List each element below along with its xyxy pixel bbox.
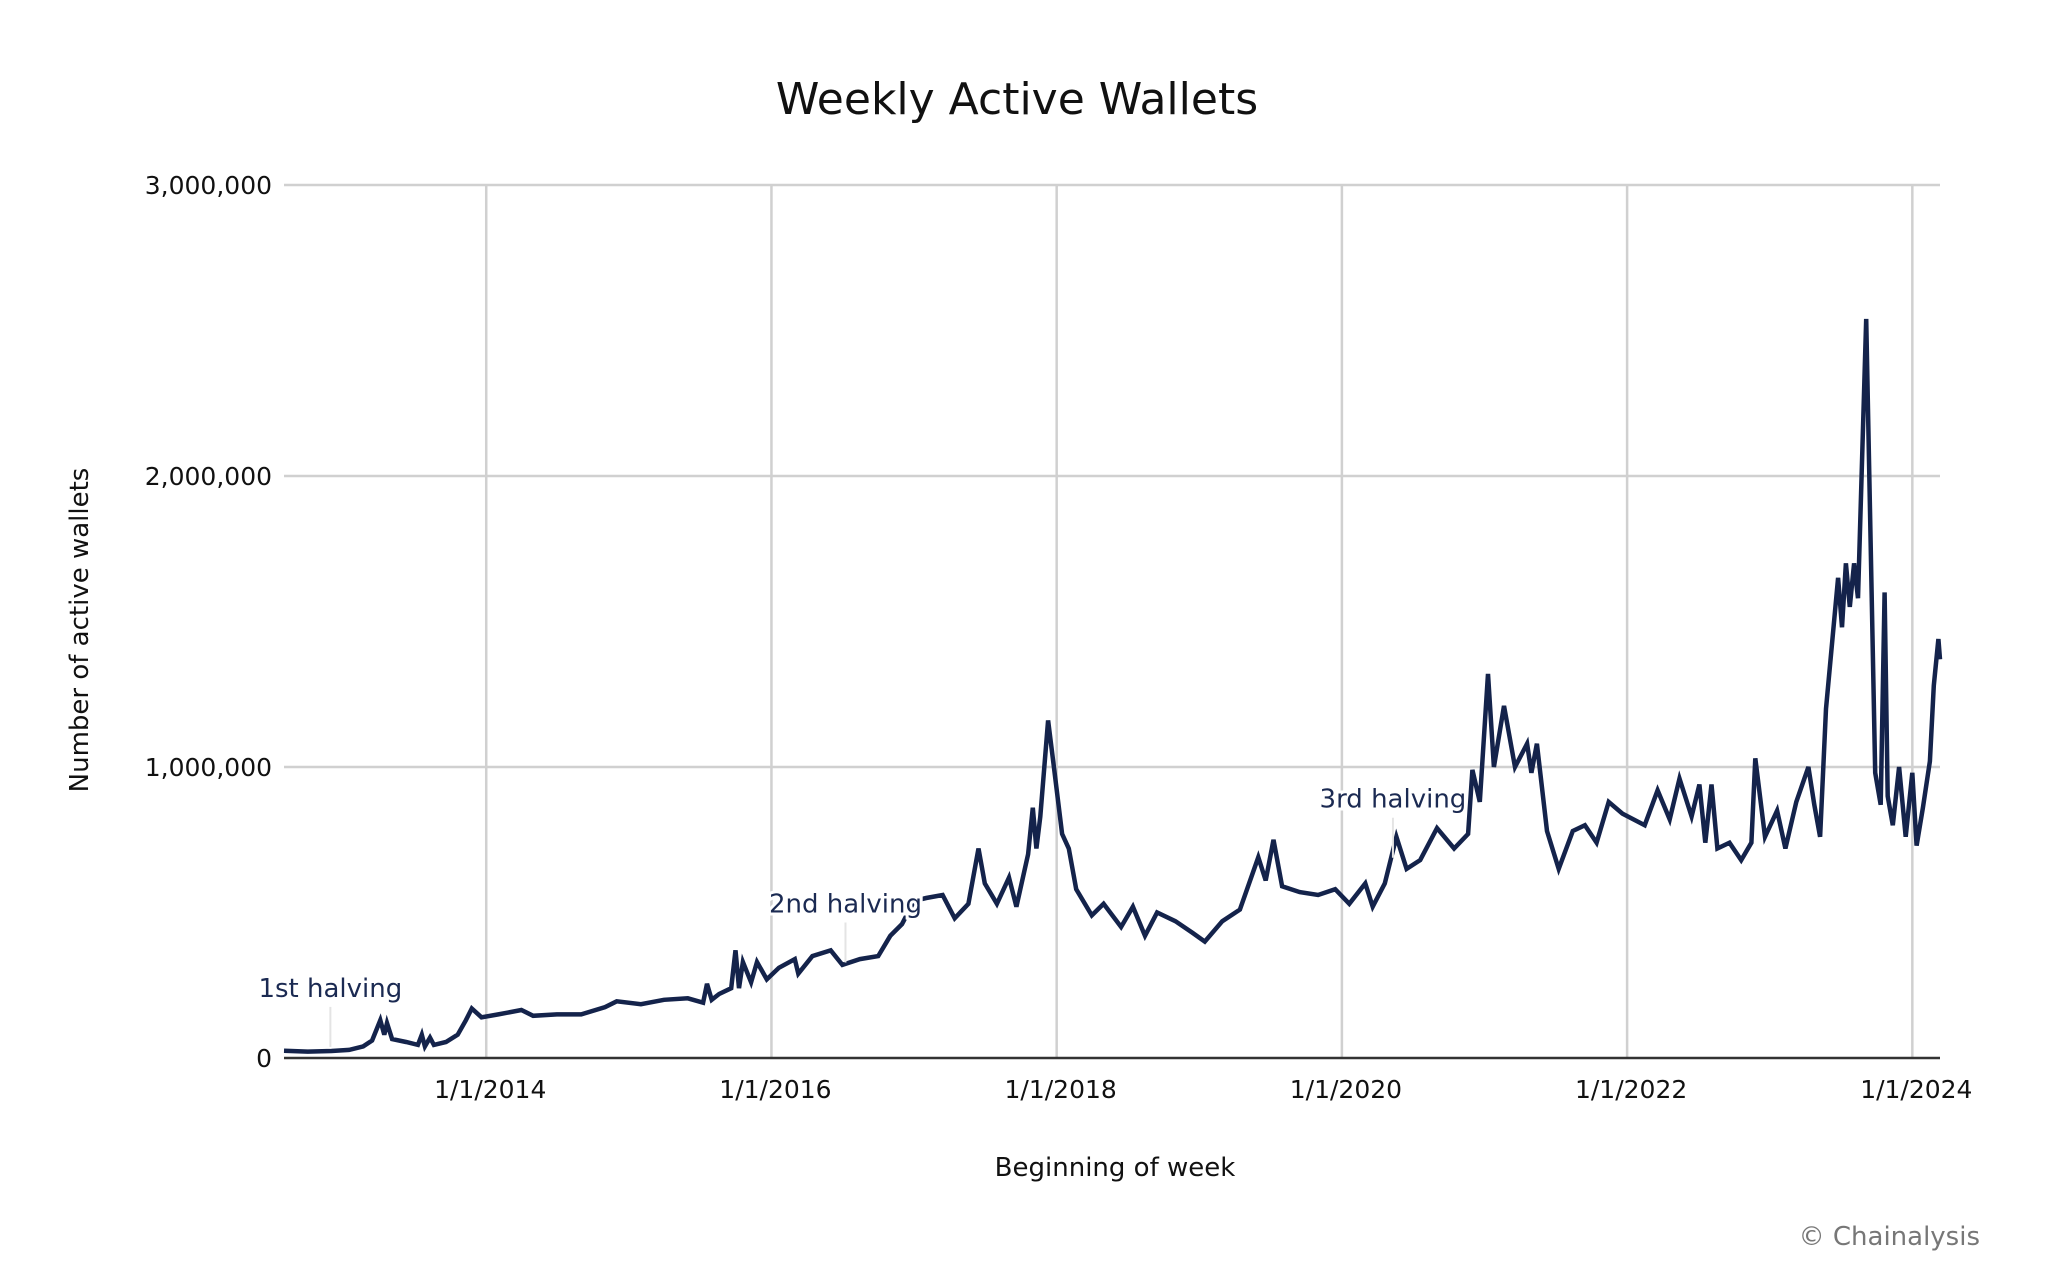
x-tick-label: 1/1/2014 xyxy=(434,1075,546,1104)
x-axis-label: Beginning of week xyxy=(995,1153,1236,1183)
x-tick-label: 1/1/2018 xyxy=(1005,1075,1117,1104)
y-tick-label: 0 xyxy=(256,1044,272,1073)
annotations: 1st halving 2nd halving 3rd halving xyxy=(255,782,1469,1047)
gridlines xyxy=(284,183,1940,1058)
y-axis-label: Number of active wallets xyxy=(65,468,95,793)
annotation-label: 2nd halving xyxy=(769,890,922,920)
series-layer xyxy=(283,318,1943,1054)
chart-title: Weekly Active Wallets xyxy=(776,74,1258,125)
axes: 0 1,000,000 2,000,000 3,000,000 1/1/2014 1/1/… xyxy=(145,171,1973,1104)
x-tick-label: 1/1/2022 xyxy=(1575,1075,1687,1104)
x-tick-label: 1/1/2020 xyxy=(1290,1075,1402,1104)
x-tick-label: 1/1/2024 xyxy=(1860,1075,1972,1104)
y-tick-label: 2,000,000 xyxy=(145,462,272,491)
x-tick-label: 1/1/2016 xyxy=(719,1075,831,1104)
annotation-label: 3rd halving xyxy=(1320,785,1467,815)
y-tick-label: 1,000,000 xyxy=(145,753,272,782)
y-tick-label: 3,000,000 xyxy=(145,171,272,200)
annotation-label: 1st halving xyxy=(258,974,402,1004)
series-line xyxy=(283,318,1943,1054)
copyright-credit: © Chainalysis xyxy=(1799,1222,1980,1252)
